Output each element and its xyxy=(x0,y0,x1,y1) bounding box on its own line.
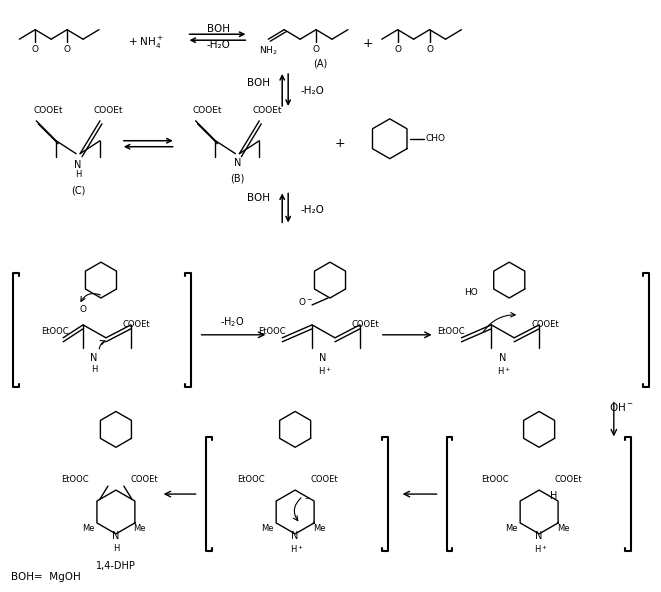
Text: EtOOC: EtOOC xyxy=(258,327,286,336)
Text: H$^+$: H$^+$ xyxy=(534,543,548,555)
Text: +: + xyxy=(362,37,373,50)
Text: Me: Me xyxy=(557,525,569,533)
Text: Me: Me xyxy=(261,525,274,533)
Text: Me: Me xyxy=(313,525,325,533)
Text: 1,4-DHP: 1,4-DHP xyxy=(96,561,136,571)
Text: H: H xyxy=(91,365,97,374)
Text: EtOOC: EtOOC xyxy=(41,327,69,336)
Text: COOEt: COOEt xyxy=(310,475,338,484)
Text: BOH=  MgOH: BOH= MgOH xyxy=(11,572,81,582)
Text: O: O xyxy=(426,45,433,54)
Text: H: H xyxy=(113,544,119,554)
Text: EtOOC: EtOOC xyxy=(481,475,509,484)
Text: HO: HO xyxy=(465,288,479,297)
Text: O: O xyxy=(32,45,39,54)
Text: -H₂O: -H₂O xyxy=(206,40,231,50)
Text: N: N xyxy=(91,353,98,363)
Text: COOEt: COOEt xyxy=(352,320,379,329)
Text: (C): (C) xyxy=(71,185,85,195)
Text: COOEt: COOEt xyxy=(131,475,159,484)
Text: H: H xyxy=(75,170,81,179)
Text: COOEt: COOEt xyxy=(123,320,151,329)
Text: Me: Me xyxy=(505,525,518,533)
Text: COOEt: COOEt xyxy=(554,475,582,484)
Text: BOH: BOH xyxy=(247,78,270,88)
Text: O$^-$: O$^-$ xyxy=(297,297,313,307)
Text: H$^+$: H$^+$ xyxy=(318,366,332,378)
Text: (B): (B) xyxy=(230,173,245,184)
Text: H: H xyxy=(551,491,558,501)
Text: EtOOC: EtOOC xyxy=(61,475,89,484)
Text: COOEt: COOEt xyxy=(93,107,123,115)
Text: Me: Me xyxy=(134,525,146,533)
Text: $^-$: $^-$ xyxy=(303,494,311,504)
Text: BOH: BOH xyxy=(207,24,230,34)
Text: Me: Me xyxy=(82,525,95,533)
Text: H$^+$: H$^+$ xyxy=(290,543,304,555)
Text: O: O xyxy=(63,45,71,54)
Text: -H$_2$O: -H$_2$O xyxy=(220,315,245,329)
Text: O: O xyxy=(313,45,319,54)
Text: + NH$_4^+$: + NH$_4^+$ xyxy=(128,35,164,52)
Text: O: O xyxy=(394,45,401,54)
Text: EtOOC: EtOOC xyxy=(237,475,265,484)
Text: N: N xyxy=(535,531,543,541)
Text: EtOOC: EtOOC xyxy=(438,327,465,336)
Text: (A): (A) xyxy=(313,58,327,68)
Text: O: O xyxy=(79,305,87,314)
Text: +: + xyxy=(334,137,345,150)
Text: COOEt: COOEt xyxy=(34,107,63,115)
Text: N: N xyxy=(75,160,82,170)
Text: NH$_2$: NH$_2$ xyxy=(259,45,278,57)
Text: N: N xyxy=(292,531,299,541)
Text: COOEt: COOEt xyxy=(253,107,282,115)
Text: N: N xyxy=(234,157,241,168)
Text: H$^+$: H$^+$ xyxy=(497,366,511,378)
Text: -H₂O: -H₂O xyxy=(300,205,324,215)
Text: OH$^-$: OH$^-$ xyxy=(609,401,634,413)
Text: N: N xyxy=(319,353,327,363)
Text: -H₂O: -H₂O xyxy=(300,86,324,96)
Text: COOEt: COOEt xyxy=(193,107,222,115)
Text: N: N xyxy=(498,353,506,363)
Text: CHO: CHO xyxy=(426,134,446,143)
Text: N: N xyxy=(112,531,120,541)
Text: BOH: BOH xyxy=(247,194,270,204)
Text: COOEt: COOEt xyxy=(531,320,559,329)
